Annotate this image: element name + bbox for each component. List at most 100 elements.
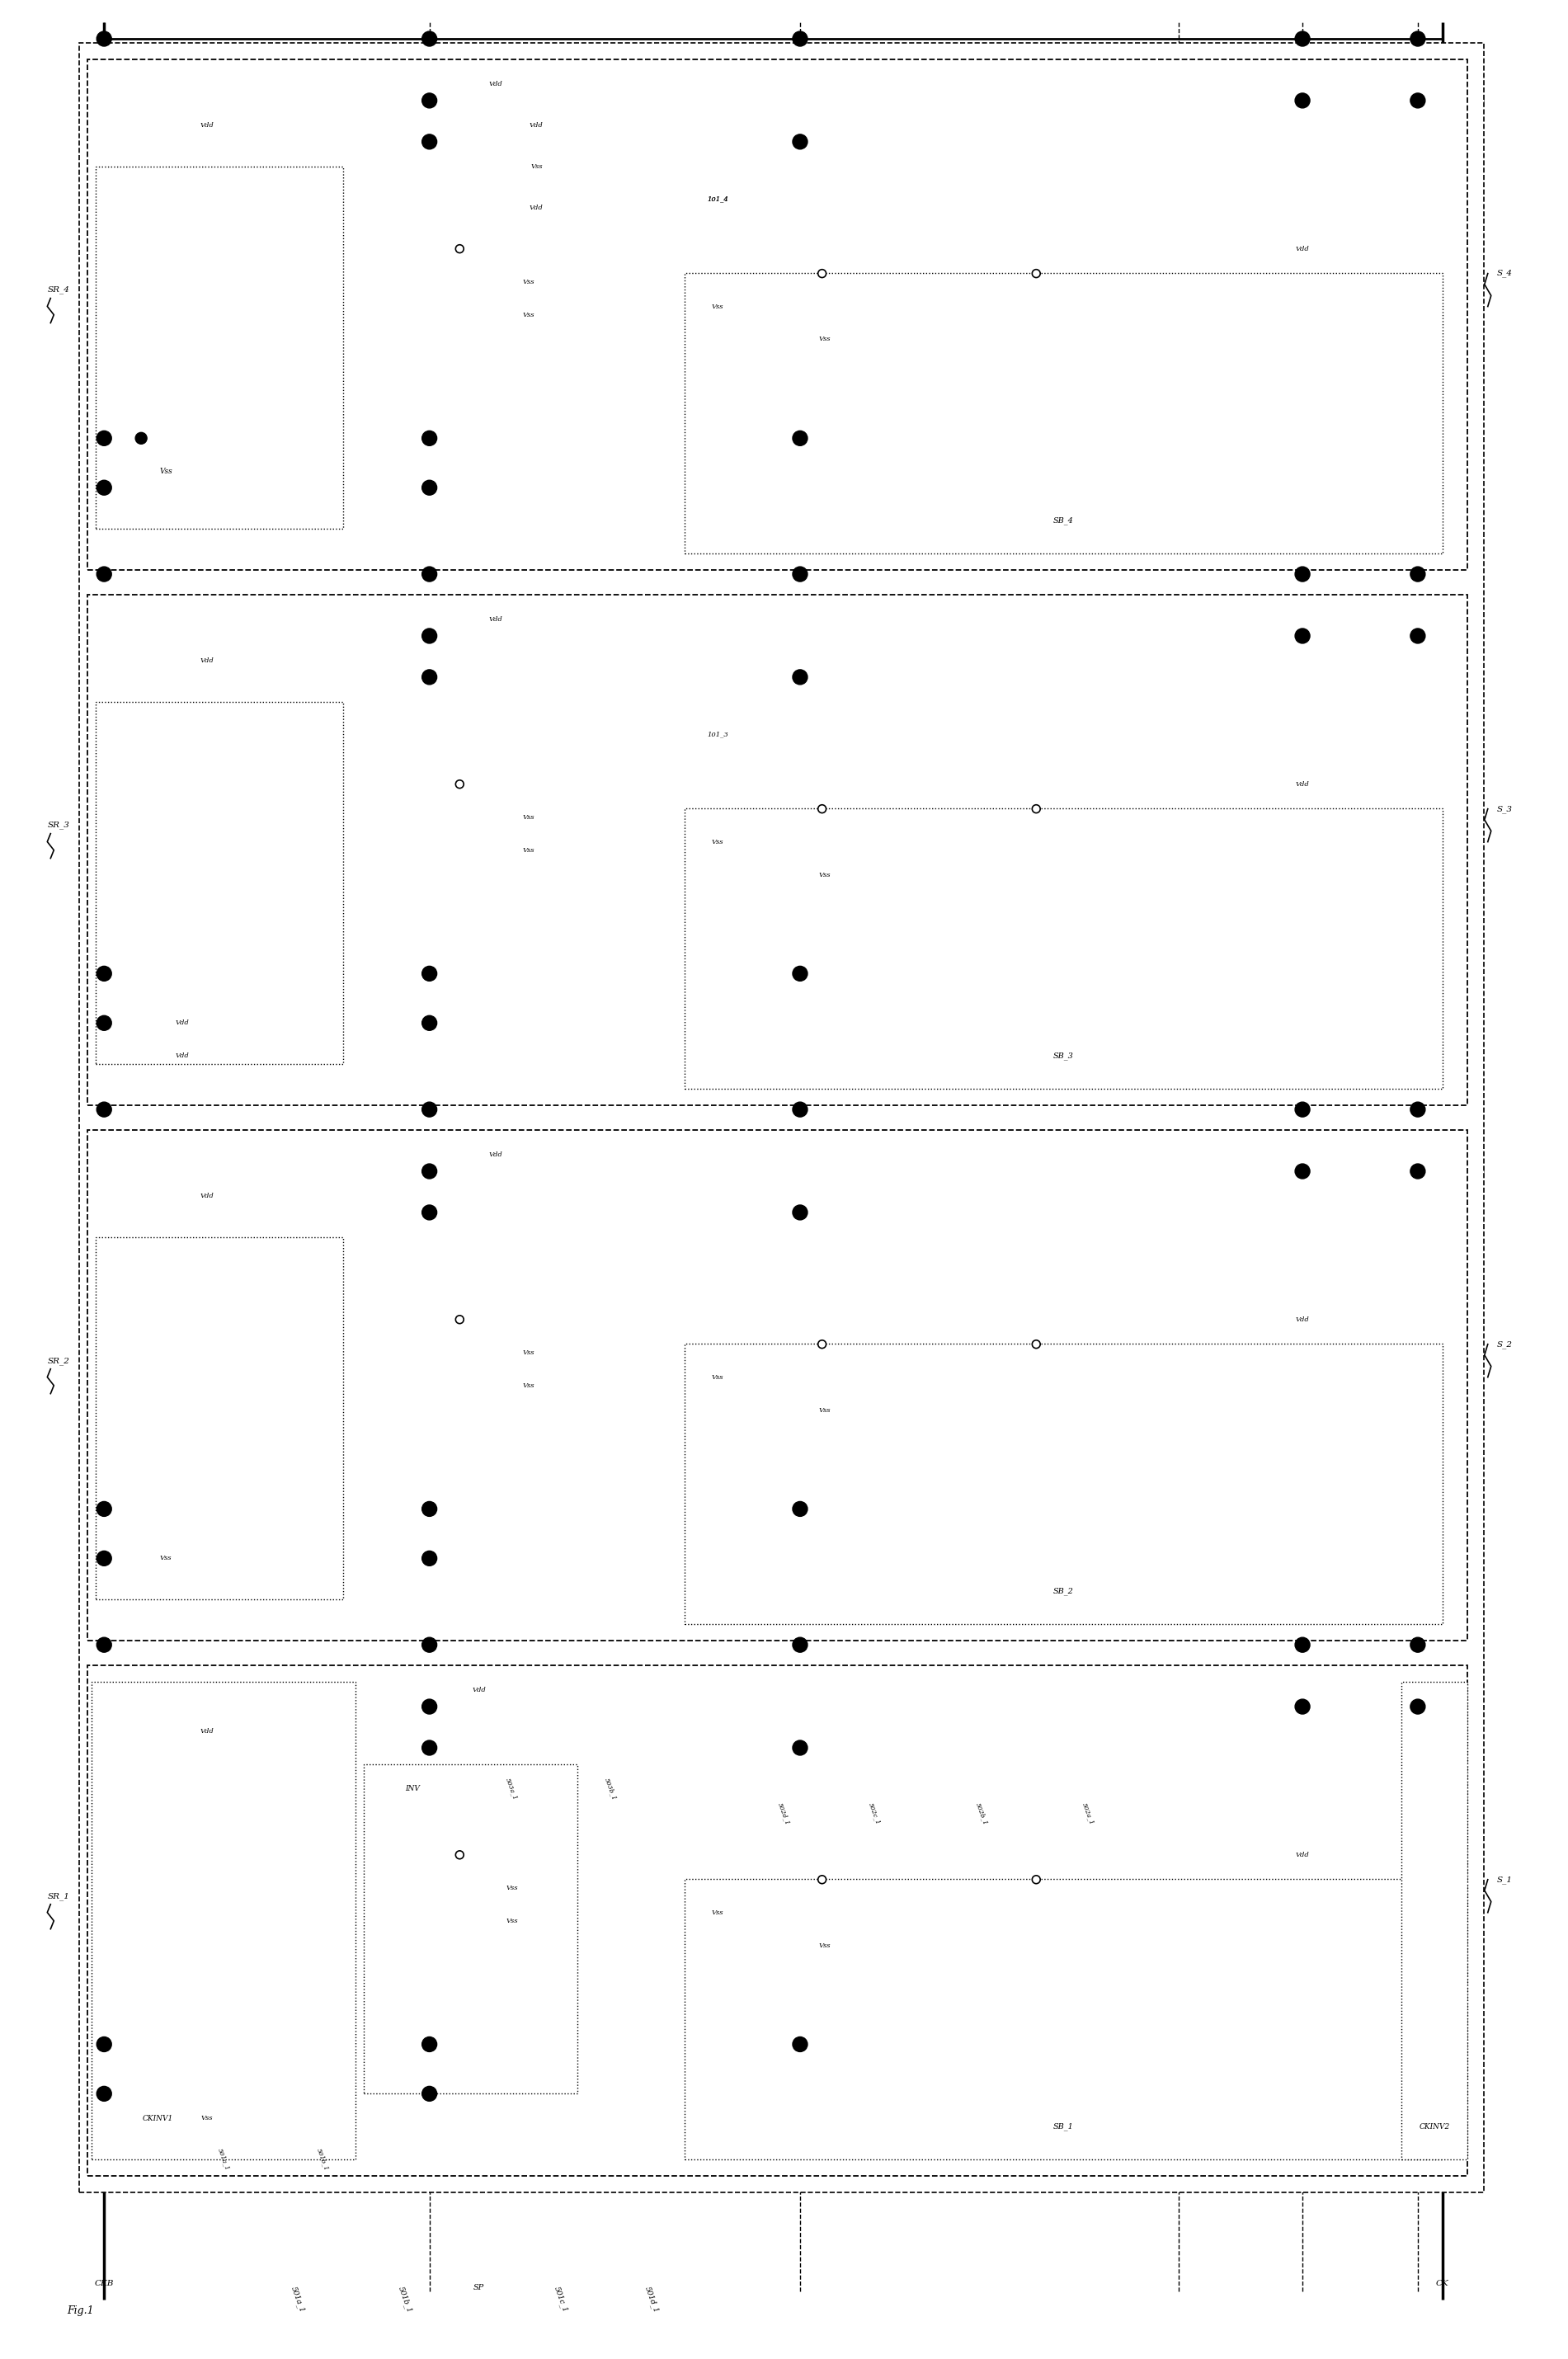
Text: SB_1: SB_1 <box>1054 2123 1074 2130</box>
Circle shape <box>422 1163 437 1180</box>
Circle shape <box>1410 1102 1425 1116</box>
Text: 501c_1: 501c_1 <box>554 2286 569 2314</box>
Text: Vss: Vss <box>201 2116 213 2121</box>
Text: Vss: Vss <box>712 304 724 309</box>
Text: SB_4: SB_4 <box>1054 517 1074 524</box>
Circle shape <box>793 1205 808 1220</box>
Bar <box>88 59 1468 571</box>
Text: SB_2: SB_2 <box>1054 1588 1074 1595</box>
Text: SB_3: SB_3 <box>1054 1052 1074 1059</box>
Text: Vss: Vss <box>160 1555 172 1562</box>
Text: Vss: Vss <box>818 335 831 342</box>
Text: 503b_1: 503b_1 <box>604 1776 618 1800</box>
Text: Vss: Vss <box>712 1908 724 1916</box>
Circle shape <box>1295 92 1309 109</box>
Circle shape <box>97 1550 111 1566</box>
Circle shape <box>1295 31 1309 47</box>
Text: SP: SP <box>474 2284 485 2291</box>
Text: Vdd: Vdd <box>199 953 215 960</box>
Circle shape <box>793 134 808 149</box>
Circle shape <box>793 2036 808 2052</box>
Bar <box>93 1682 356 2158</box>
Circle shape <box>793 670 808 684</box>
Text: SR_4: SR_4 <box>47 285 71 295</box>
Text: Vss: Vss <box>201 1045 213 1052</box>
Text: SR_2: SR_2 <box>47 1356 71 1366</box>
Text: S_3: S_3 <box>1496 804 1512 814</box>
Text: Vdd: Vdd <box>199 1489 215 1496</box>
Text: Vss: Vss <box>522 814 535 821</box>
Circle shape <box>422 1698 437 1715</box>
Text: CKINV1: CKINV1 <box>143 2114 172 2123</box>
Circle shape <box>1032 269 1040 278</box>
Text: 501a_1: 501a_1 <box>289 2286 306 2314</box>
Circle shape <box>422 1637 437 1651</box>
Text: 502d_1: 502d_1 <box>776 1802 790 1826</box>
Text: Vdd: Vdd <box>176 1052 190 1059</box>
Text: Vdd: Vdd <box>201 658 213 663</box>
Text: Vdd: Vdd <box>1295 245 1309 252</box>
Circle shape <box>422 1017 437 1031</box>
Bar <box>685 1342 1443 1625</box>
Text: Vdd: Vdd <box>1295 781 1309 788</box>
Circle shape <box>422 627 437 644</box>
Text: Vdd: Vdd <box>488 80 502 87</box>
Text: Vss: Vss <box>522 1382 535 1389</box>
Text: Vss: Vss <box>712 1373 724 1380</box>
Text: 502b_1: 502b_1 <box>974 1802 988 1826</box>
Circle shape <box>793 432 808 446</box>
Circle shape <box>1410 566 1425 583</box>
Circle shape <box>1032 1875 1040 1882</box>
Bar <box>88 1665 1468 2175</box>
Text: 502a_1: 502a_1 <box>1082 1802 1096 1826</box>
Text: Fig.1: Fig.1 <box>67 2305 94 2317</box>
Text: Vdd: Vdd <box>488 1151 502 1158</box>
Text: Vdd: Vdd <box>201 1729 213 1734</box>
Text: 101_4: 101_4 <box>707 196 728 203</box>
Circle shape <box>818 804 826 814</box>
Circle shape <box>1410 92 1425 109</box>
Circle shape <box>97 1637 111 1651</box>
Bar <box>88 1130 1468 1642</box>
Circle shape <box>1295 627 1309 644</box>
Text: 501a_1: 501a_1 <box>216 2147 230 2173</box>
Circle shape <box>1410 31 1425 47</box>
Circle shape <box>1295 1637 1309 1651</box>
Text: Vss: Vss <box>506 1918 517 1925</box>
Circle shape <box>793 1102 808 1116</box>
Text: Vss: Vss <box>712 837 724 845</box>
Circle shape <box>1410 627 1425 644</box>
Text: 501b_1: 501b_1 <box>315 2147 329 2173</box>
Bar <box>96 1236 343 1599</box>
Circle shape <box>422 92 437 109</box>
Bar <box>364 1765 577 2095</box>
Text: SR_1: SR_1 <box>47 1892 71 1899</box>
Bar <box>685 809 1443 1090</box>
Circle shape <box>793 566 808 583</box>
Text: Vdd: Vdd <box>530 205 544 210</box>
Text: 101_4: 101_4 <box>707 196 728 203</box>
Circle shape <box>456 245 464 252</box>
Circle shape <box>1410 1637 1425 1651</box>
Circle shape <box>422 1550 437 1566</box>
Circle shape <box>456 781 464 788</box>
Bar <box>685 1878 1443 2158</box>
Text: Vdd: Vdd <box>201 1194 213 1198</box>
Circle shape <box>422 31 437 47</box>
Text: 501b_1: 501b_1 <box>397 2286 412 2314</box>
Text: Vdd: Vdd <box>1295 1316 1309 1323</box>
Circle shape <box>1295 1102 1309 1116</box>
Circle shape <box>818 1875 826 1882</box>
Text: Vss: Vss <box>530 163 543 170</box>
Circle shape <box>97 2036 111 2052</box>
Circle shape <box>793 1741 808 1755</box>
Text: Vss: Vss <box>506 1885 517 1892</box>
Circle shape <box>793 31 808 47</box>
Circle shape <box>1032 804 1040 814</box>
Circle shape <box>422 1205 437 1220</box>
Bar <box>96 701 343 1064</box>
Text: Vss: Vss <box>160 467 172 474</box>
Circle shape <box>1032 1340 1040 1349</box>
Circle shape <box>97 2085 111 2102</box>
Text: Vss: Vss <box>818 870 831 878</box>
